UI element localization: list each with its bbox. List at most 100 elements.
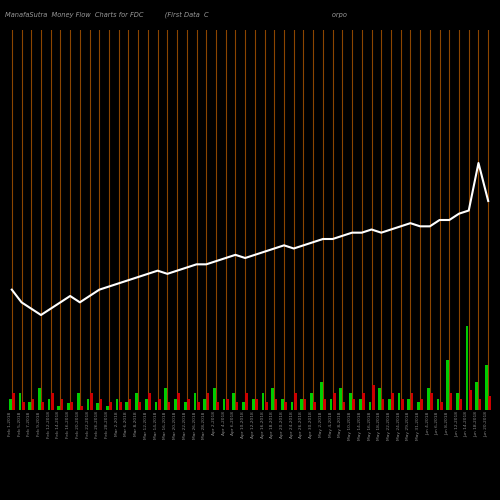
Bar: [90, 394, 92, 410]
Bar: [488, 396, 491, 410]
Bar: [430, 394, 433, 410]
Bar: [32, 399, 34, 410]
Bar: [469, 390, 472, 410]
Bar: [310, 394, 313, 410]
Bar: [427, 388, 430, 410]
Bar: [340, 388, 342, 410]
Bar: [446, 360, 449, 410]
Bar: [22, 402, 25, 410]
Bar: [362, 394, 365, 410]
Bar: [284, 402, 287, 410]
Bar: [252, 399, 254, 410]
Bar: [436, 399, 440, 410]
Bar: [300, 399, 303, 410]
Bar: [372, 385, 374, 410]
Bar: [391, 394, 394, 410]
Bar: [460, 399, 462, 410]
Bar: [408, 399, 410, 410]
Bar: [388, 399, 390, 410]
Bar: [48, 399, 50, 410]
Bar: [232, 394, 235, 410]
Bar: [314, 402, 316, 410]
Bar: [187, 399, 190, 410]
Bar: [213, 388, 216, 410]
Bar: [304, 399, 306, 410]
Bar: [206, 394, 209, 410]
Bar: [70, 402, 73, 410]
Bar: [60, 399, 64, 410]
Bar: [382, 399, 384, 410]
Bar: [450, 394, 452, 410]
Bar: [12, 394, 15, 410]
Bar: [478, 399, 482, 410]
Bar: [145, 399, 148, 410]
Bar: [294, 394, 296, 410]
Bar: [86, 399, 90, 410]
Bar: [216, 402, 219, 410]
Bar: [401, 399, 404, 410]
Bar: [262, 394, 264, 410]
Bar: [291, 402, 294, 410]
Bar: [272, 388, 274, 410]
Bar: [226, 399, 228, 410]
Bar: [323, 399, 326, 410]
Bar: [80, 406, 83, 410]
Bar: [320, 382, 322, 410]
Bar: [184, 402, 186, 410]
Bar: [349, 394, 352, 410]
Bar: [128, 399, 132, 410]
Bar: [28, 402, 31, 410]
Bar: [342, 402, 345, 410]
Bar: [100, 399, 102, 410]
Bar: [67, 404, 70, 410]
Bar: [58, 406, 60, 410]
Bar: [96, 404, 99, 410]
Bar: [440, 402, 442, 410]
Bar: [197, 402, 200, 410]
Bar: [368, 402, 372, 410]
Bar: [378, 388, 381, 410]
Bar: [352, 399, 355, 410]
Bar: [154, 402, 158, 410]
Bar: [41, 402, 44, 410]
Bar: [420, 399, 423, 410]
Bar: [398, 394, 400, 410]
Bar: [417, 402, 420, 410]
Bar: [274, 399, 278, 410]
Bar: [126, 402, 128, 410]
Bar: [106, 406, 109, 410]
Bar: [38, 388, 40, 410]
Bar: [174, 399, 177, 410]
Bar: [359, 399, 362, 410]
Bar: [410, 394, 414, 410]
Bar: [222, 399, 226, 410]
Bar: [204, 399, 206, 410]
Bar: [330, 399, 332, 410]
Bar: [164, 388, 167, 410]
Bar: [242, 402, 245, 410]
Bar: [476, 382, 478, 410]
Bar: [138, 402, 141, 410]
Bar: [194, 394, 196, 410]
Bar: [265, 402, 268, 410]
Bar: [77, 394, 80, 410]
Bar: [333, 394, 336, 410]
Bar: [178, 394, 180, 410]
Bar: [456, 394, 459, 410]
Bar: [485, 366, 488, 410]
Bar: [51, 394, 54, 410]
Bar: [236, 402, 238, 410]
Bar: [9, 399, 12, 410]
Bar: [119, 402, 122, 410]
Bar: [281, 399, 284, 410]
Bar: [110, 402, 112, 410]
Bar: [148, 394, 151, 410]
Bar: [466, 326, 468, 410]
Bar: [246, 394, 248, 410]
Bar: [255, 399, 258, 410]
Bar: [116, 399, 118, 410]
Bar: [135, 394, 138, 410]
Text: ManafaSutra  Money Flow  Charts for FDC          (First Data  C                 : ManafaSutra Money Flow Charts for FDC (F…: [5, 11, 347, 18]
Bar: [158, 399, 160, 410]
Bar: [18, 394, 22, 410]
